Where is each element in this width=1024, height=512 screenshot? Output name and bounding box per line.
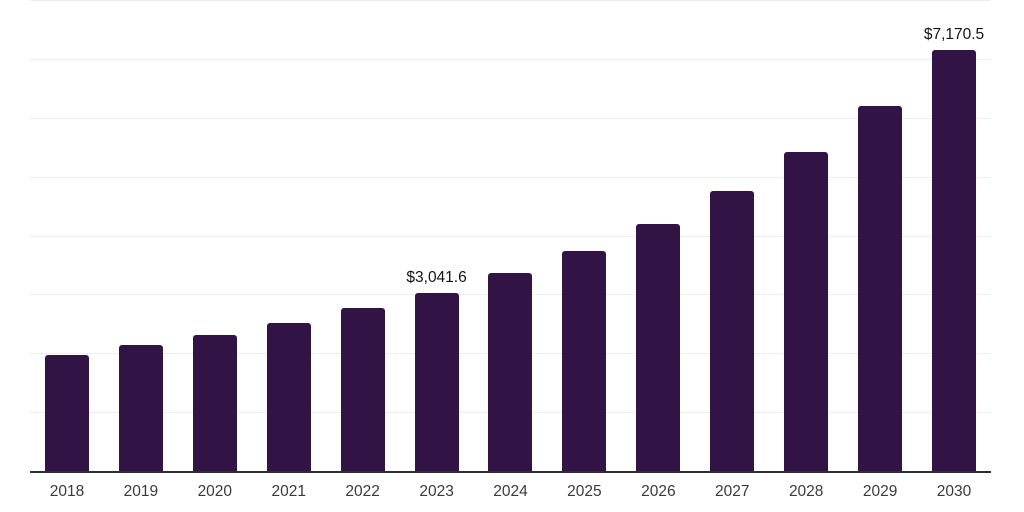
bar-group [621, 1, 695, 472]
data-point-label: $7,170.5 [923, 25, 985, 43]
plot-area: $3,041.6 $7,170.5 [30, 0, 991, 472]
bar [340, 308, 385, 472]
gridline [30, 117, 991, 119]
bar-group [547, 1, 621, 472]
x-axis-tick-label: 2023 [419, 483, 454, 500]
bar-group [30, 1, 104, 472]
bar [118, 345, 163, 472]
bar-group [104, 1, 178, 472]
bar-group [474, 1, 548, 472]
x-axis-tick-label: 2024 [493, 483, 528, 500]
x-axis-tick-label: 2029 [862, 483, 898, 500]
bar-group [326, 1, 400, 472]
bar [266, 322, 311, 472]
gridline [30, 0, 991, 1]
bar [488, 273, 533, 472]
bar-group [178, 1, 252, 472]
bar-group [843, 1, 917, 472]
x-axis-tick-label: 2027 [715, 483, 750, 500]
x-axis-tick-label: 2020 [197, 483, 233, 500]
x-axis-line [30, 471, 991, 473]
gridline [30, 235, 991, 237]
bar [858, 106, 903, 472]
bar-group [769, 1, 843, 472]
bar [710, 191, 755, 472]
bar [932, 49, 977, 472]
x-axis-tick-label: 2019 [123, 483, 159, 500]
x-axis-tick-labels: 2018 2019 2020 2021 2022 2023 2024 2025 2026 2027… [30, 482, 991, 502]
gridline [30, 176, 991, 178]
x-axis-tick-label: 2022 [345, 483, 380, 500]
x-axis-tick-label: 2018 [49, 483, 85, 500]
bar [192, 335, 237, 472]
bar-group [252, 1, 326, 472]
x-axis-tick-label: 2028 [788, 483, 824, 500]
bar [784, 151, 829, 472]
x-axis-tick-label: 2025 [567, 483, 602, 500]
gridline [30, 58, 991, 60]
x-axis-tick-label: 2026 [641, 483, 676, 500]
bar [44, 355, 89, 472]
x-axis-tick-label: 2030 [936, 483, 972, 500]
bar-series: $3,041.6 $7,170.5 [30, 1, 991, 472]
x-axis-tick-label: 2021 [271, 483, 306, 500]
bar-group [695, 1, 769, 472]
bar [562, 251, 607, 472]
data-point-label: $3,041.6 [406, 268, 467, 286]
bar-group: $7,170.5 [917, 1, 991, 472]
bar [414, 292, 459, 472]
bar-group: $3,041.6 [400, 1, 474, 472]
bar [636, 223, 681, 472]
